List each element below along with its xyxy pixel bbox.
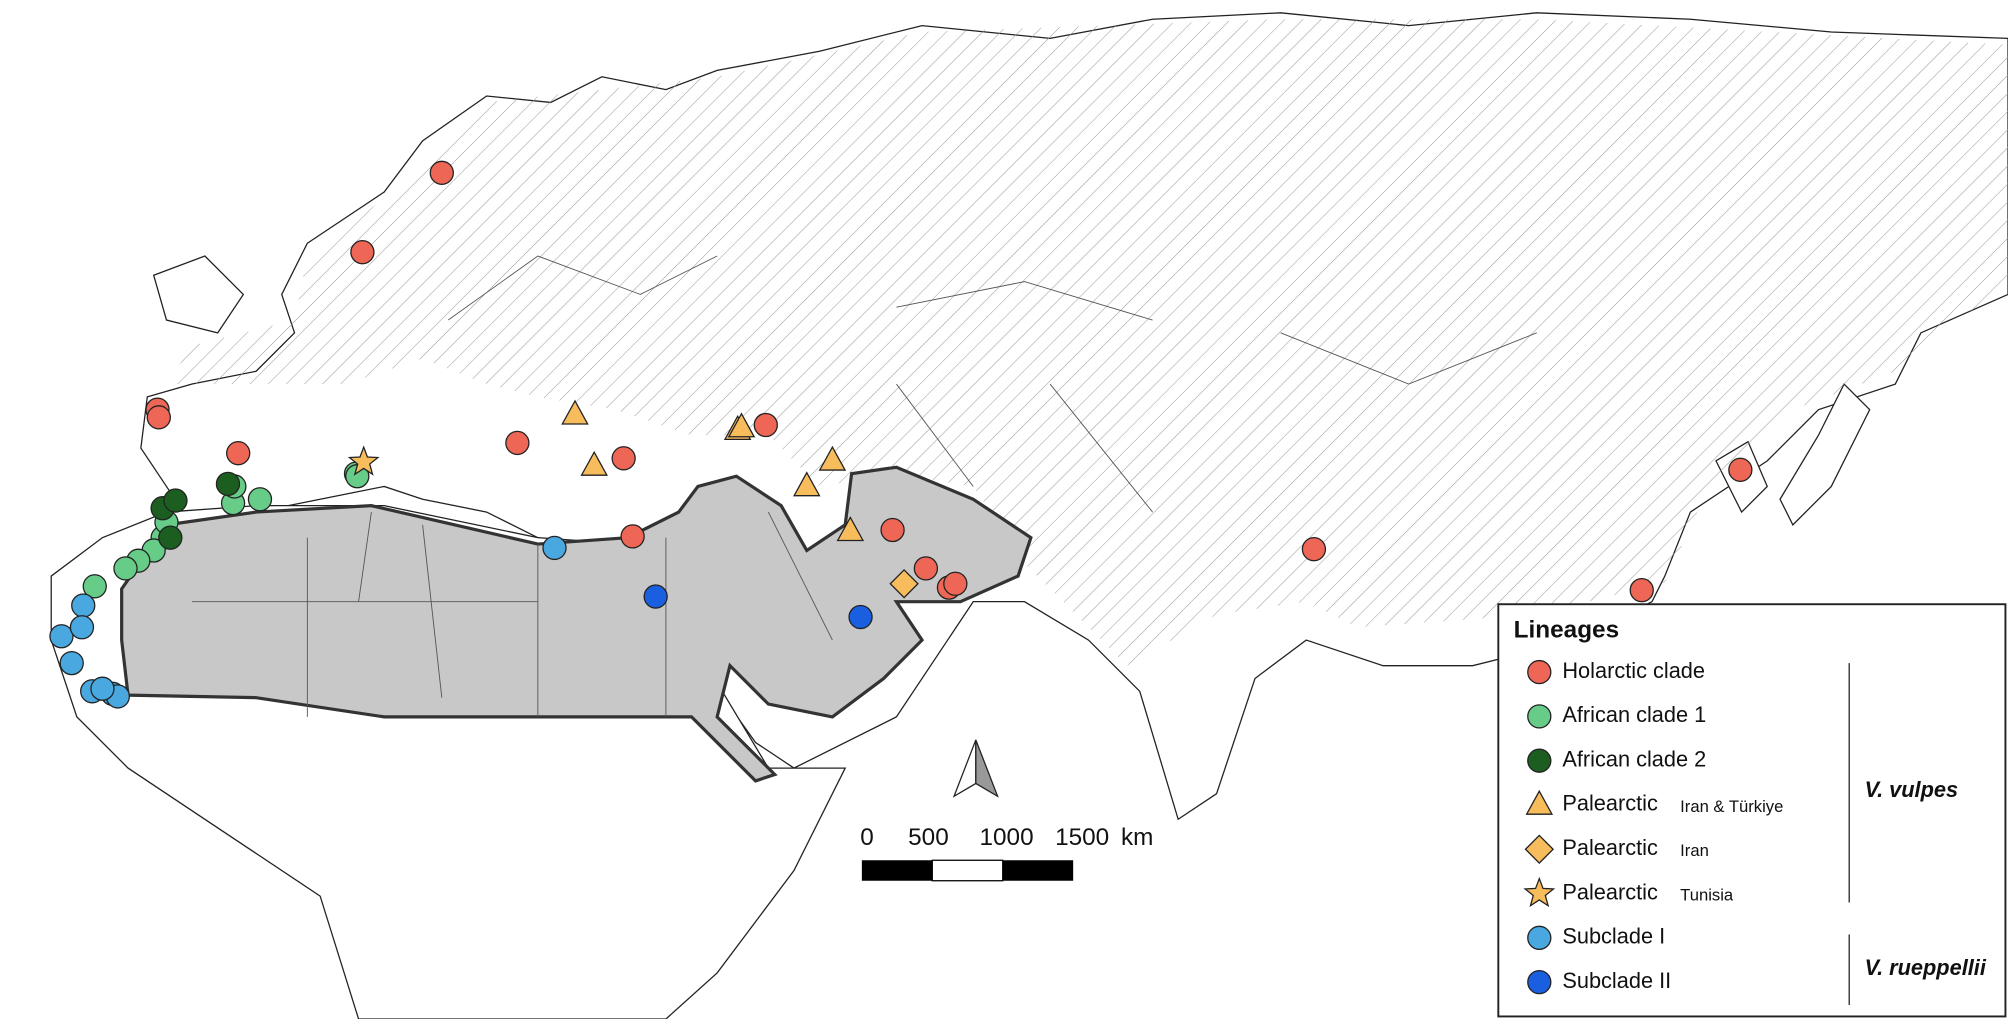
sample-marker: [580, 450, 608, 476]
legend-marker: [1524, 834, 1555, 864]
scale-segment: [1002, 860, 1074, 881]
sample-marker: [620, 524, 645, 549]
scale-segment: [861, 860, 933, 881]
sample-marker: [347, 445, 380, 476]
legend-label: Holarctic clade: [1562, 658, 1705, 683]
samples: [49, 160, 1753, 709]
sample-marker: [1301, 537, 1327, 562]
legend-label: African clade 1: [1562, 702, 1706, 727]
sample-marker: [880, 517, 905, 543]
sample-marker: [69, 615, 95, 640]
sample-marker: [90, 676, 115, 701]
north-arrow: [952, 739, 999, 798]
sample-marker: [49, 624, 74, 649]
scale-segment: [931, 859, 1004, 882]
legend-label: Palearctic: [1562, 791, 1658, 816]
sample-marker: [561, 399, 589, 425]
legend-marker: [1527, 748, 1552, 773]
sample-marker: [1629, 577, 1654, 603]
legend-marker: [1527, 659, 1552, 685]
legend-box: [1497, 603, 2007, 1018]
legend-note: Iran: [1680, 841, 1709, 860]
sample-marker: [542, 535, 567, 561]
legend: Lineages V. vulpes V. rueppellii Holarct…: [1497, 603, 2007, 1018]
legend-title: Lineages: [1514, 617, 1619, 644]
sample-marker: [247, 487, 273, 512]
sample-marker: [82, 574, 107, 599]
sample-marker: [505, 430, 530, 456]
scale-bar: 0 500 1000 1500 km: [860, 824, 1153, 882]
sample-marker: [146, 405, 171, 430]
legend-label: Palearctic: [1562, 879, 1658, 904]
legend-marker: [1527, 704, 1552, 729]
legend-marker: [1523, 876, 1556, 908]
sample-marker: [643, 584, 668, 609]
scale-label: 1500: [1055, 824, 1109, 851]
sample-marker: [215, 471, 241, 497]
sample-marker: [818, 445, 847, 471]
vulpes-range: [166, 19, 2008, 666]
sample-marker: [163, 488, 188, 513]
scale-unit: km: [1121, 824, 1153, 851]
legend-label: Palearctic: [1562, 835, 1658, 860]
sample-marker: [226, 441, 251, 466]
legend-label: Subclade II: [1562, 968, 1671, 993]
legend-marker: [1525, 789, 1554, 815]
japan: [1779, 382, 1871, 526]
borders: [192, 255, 1537, 717]
sample-marker: [793, 471, 821, 497]
sample-marker: [727, 412, 756, 438]
scale-label: 1000: [980, 824, 1034, 851]
sample-marker: [753, 412, 778, 438]
species-label: V. rueppellii: [1865, 955, 1987, 980]
sample-marker: [913, 556, 939, 581]
sample-marker: [611, 446, 636, 471]
scale-label: 500: [908, 824, 949, 851]
sample-marker: [889, 569, 919, 599]
sample-marker: [848, 604, 873, 630]
legend-note: Tunisia: [1680, 885, 1734, 904]
legend-label: Subclade I: [1562, 924, 1665, 949]
sample-marker: [350, 240, 375, 265]
sample-marker: [158, 525, 183, 550]
rueppellii-range: [120, 465, 1033, 783]
species-label: V. vulpes: [1865, 777, 1959, 802]
sample-marker: [836, 516, 865, 542]
legend-marker: [1527, 969, 1552, 995]
sample-marker: [71, 593, 96, 618]
sample-marker: [59, 650, 84, 676]
sample-marker: [429, 160, 454, 185]
sample-marker: [113, 556, 138, 581]
legend-label: African clade 2: [1562, 746, 1706, 771]
scale-label: 0: [860, 824, 874, 851]
sample-marker: [943, 571, 968, 596]
britain: [152, 255, 245, 334]
legend-marker: [1527, 925, 1552, 950]
legend-note: Iran & Türkiye: [1680, 797, 1783, 816]
sample-marker: [1728, 457, 1753, 482]
